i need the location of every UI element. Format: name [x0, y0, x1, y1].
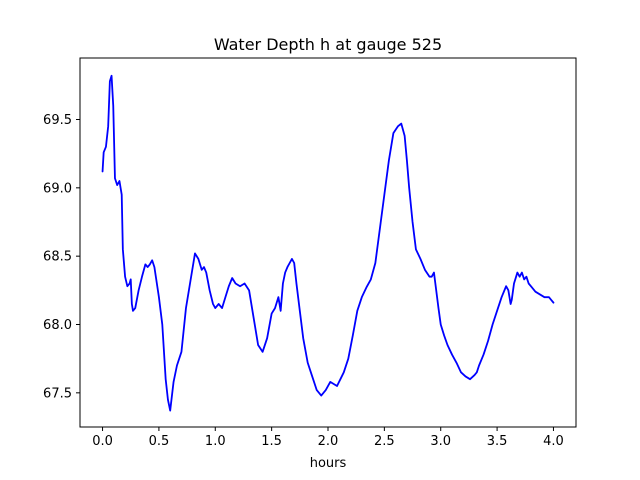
x-axis: 0.0 0.5 1.0 1.5 2.0 2.5 3.0 3.5 4.0 [92, 427, 564, 449]
x-tick-label: 3.0 [430, 434, 451, 449]
y-tick-label: 68.0 [43, 318, 72, 333]
x-tick-label: 0.5 [149, 434, 170, 449]
x-tick-label: 2.5 [374, 434, 395, 449]
x-tick-label: 1.0 [205, 434, 226, 449]
x-tick-label: 4.0 [543, 434, 564, 449]
x-tick-label: 3.5 [487, 434, 508, 449]
plot-frame [79, 57, 577, 428]
series-layer [101, 74, 555, 412]
plot-area [79, 57, 577, 428]
y-tick-label: 69.5 [43, 113, 72, 128]
y-axis: 67.5 68.0 68.5 69.0 69.5 [43, 113, 80, 401]
x-axis-label: hours [310, 456, 347, 471]
x-tick-label: 2.0 [318, 434, 339, 449]
x-tick-label: 0.0 [92, 434, 113, 449]
y-tick-label: 69.0 [43, 181, 72, 196]
y-tick-label: 68.5 [43, 250, 72, 265]
chart-title: Water Depth h at gauge 525 [214, 35, 442, 54]
series-line-0 [101, 74, 555, 412]
x-tick-label: 1.5 [261, 434, 282, 449]
y-tick-label: 67.5 [43, 386, 72, 401]
